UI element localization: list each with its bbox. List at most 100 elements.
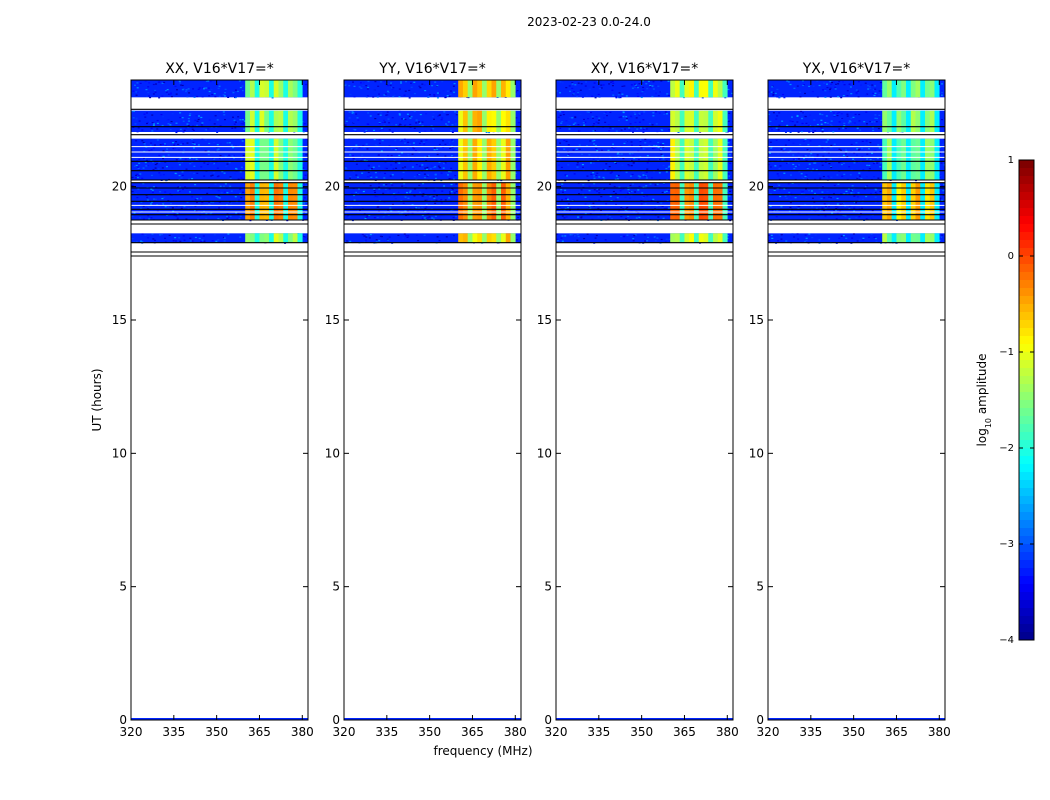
noise-speck — [776, 173, 779, 175]
noise-speck — [792, 158, 795, 160]
noise-speck — [592, 156, 595, 158]
noise-speck — [769, 120, 772, 123]
noise-speck — [441, 80, 444, 83]
noise-speck — [646, 88, 649, 90]
noise-speck — [842, 202, 845, 204]
noise-speck — [348, 111, 351, 113]
noise-speck — [618, 97, 621, 99]
noise-speck — [374, 171, 377, 174]
noise-speck — [180, 201, 183, 204]
noise-speck — [652, 112, 655, 114]
noise-speck — [170, 120, 173, 123]
noise-speck — [208, 201, 211, 203]
noise-speck — [812, 85, 815, 87]
noise-speck — [618, 92, 621, 94]
noise-speck — [847, 188, 850, 190]
noise-speck — [181, 89, 184, 91]
noise-speck — [846, 115, 849, 117]
noise-speck — [641, 80, 644, 82]
noise-speck — [876, 157, 879, 160]
noise-speck — [444, 199, 447, 201]
noise-speck — [384, 212, 387, 214]
noise-speck — [939, 152, 942, 154]
noise-speck — [599, 157, 602, 159]
noise-speck — [437, 115, 440, 117]
noise-speck — [809, 140, 812, 142]
colorbar-segment — [1019, 208, 1034, 217]
noise-speck — [855, 91, 858, 94]
noise-speck — [382, 216, 385, 218]
rfi-column — [920, 110, 926, 132]
noise-speck — [426, 174, 429, 176]
noise-speck — [175, 215, 178, 217]
noise-speck — [590, 173, 593, 176]
noise-speck — [175, 141, 178, 143]
noise-speck — [588, 185, 591, 187]
rfi-column — [713, 110, 719, 132]
noise-speck — [630, 116, 633, 118]
noise-speck — [639, 82, 642, 84]
noise-speck — [227, 96, 230, 99]
noise-speck — [212, 201, 215, 204]
noise-speck — [658, 158, 661, 161]
noise-speck — [304, 215, 307, 217]
colorbar-segment — [1019, 624, 1034, 633]
noise-speck — [661, 191, 664, 194]
noise-speck — [421, 125, 424, 127]
noise-speck — [806, 166, 809, 168]
noise-speck — [597, 93, 600, 96]
noise-speck — [611, 217, 614, 220]
noise-speck — [191, 128, 194, 130]
noise-speck — [637, 175, 640, 177]
noise-speck — [772, 112, 775, 114]
noise-speck — [848, 83, 851, 85]
data-segment — [556, 233, 733, 243]
noise-speck — [872, 159, 875, 162]
noise-speck — [560, 192, 563, 195]
noise-speck — [303, 183, 306, 185]
noise-speck — [556, 128, 559, 130]
noise-speck — [801, 176, 804, 178]
noise-speck — [584, 85, 587, 87]
colorbar-segment — [1019, 232, 1034, 241]
noise-speck — [855, 92, 858, 95]
noise-speck — [939, 146, 942, 149]
noise-speck — [449, 171, 452, 173]
noise-speck — [156, 122, 159, 124]
noise-speck — [768, 185, 771, 187]
noise-speck — [228, 154, 231, 156]
noise-speck — [133, 205, 136, 208]
noise-speck — [789, 83, 792, 86]
noise-speck — [233, 159, 236, 161]
noise-speck — [425, 203, 428, 206]
noise-speck — [178, 164, 181, 166]
noise-speck — [134, 123, 137, 125]
noise-speck — [439, 167, 442, 169]
data-sliver — [768, 718, 945, 720]
noise-speck — [200, 124, 203, 126]
noise-speck — [135, 241, 138, 243]
noise-speck — [844, 127, 847, 130]
noise-speck — [637, 159, 640, 161]
noise-speck — [626, 192, 629, 194]
noise-speck — [154, 198, 157, 200]
rfi-column — [259, 233, 265, 243]
noise-speck — [850, 143, 853, 146]
noise-speck — [160, 190, 163, 192]
noise-speck — [821, 129, 824, 131]
noise-speck — [302, 169, 305, 171]
noise-speck — [611, 85, 614, 87]
noise-speck — [153, 202, 156, 204]
noise-speck — [147, 206, 150, 208]
noise-speck — [180, 185, 183, 187]
noise-speck — [562, 113, 565, 116]
noise-speck — [194, 199, 197, 201]
noise-speck — [236, 121, 239, 123]
noise-speck — [189, 173, 192, 175]
noise-speck — [572, 123, 575, 125]
noise-speck — [359, 82, 362, 84]
noise-speck — [789, 201, 792, 204]
noise-speck — [630, 84, 633, 86]
noise-speck — [643, 234, 646, 236]
